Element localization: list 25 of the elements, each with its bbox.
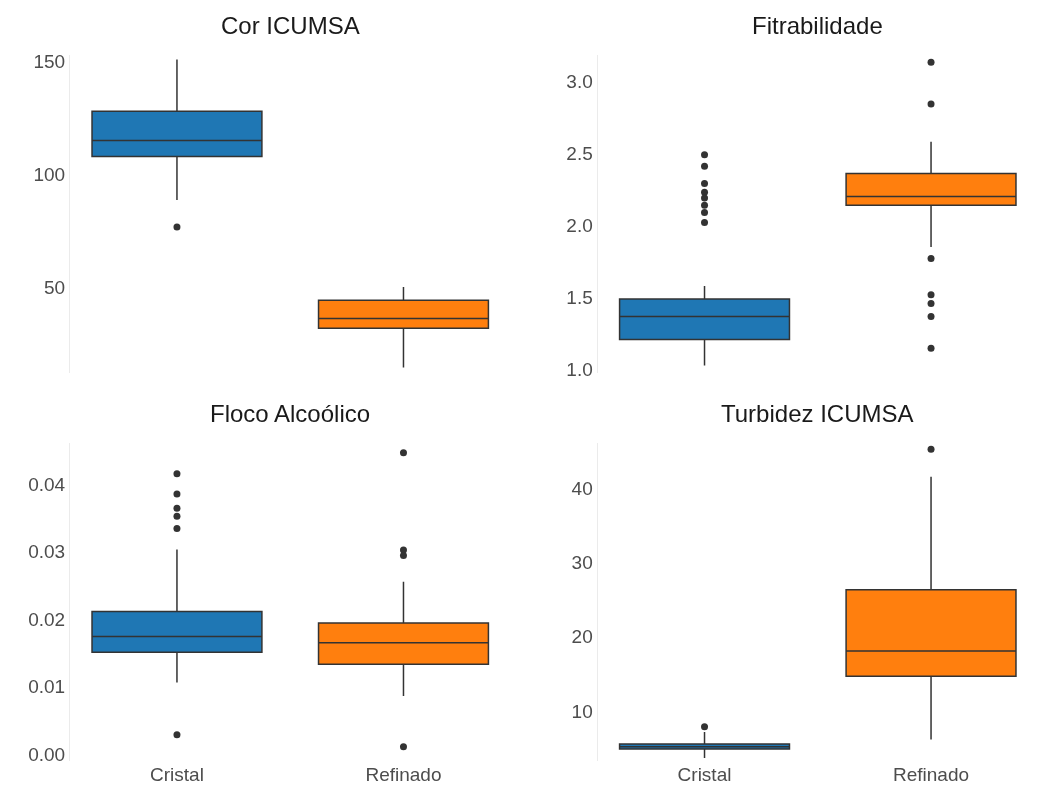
y-tick-label: 2.5 [566,142,593,164]
y-tick-label: 20 [571,626,593,648]
y-tick-label: 0.02 [28,608,66,630]
y-tick-label: 50 [44,276,66,298]
y-tick-label: 0.04 [28,473,66,495]
x-tick-label: Refinado [893,764,970,785]
y-tick-label: 30 [571,551,593,573]
x-tick-label: Cristal [150,764,204,785]
y-tick-label: 0.00 [28,743,66,765]
y-tick-label: 1.0 [566,359,593,381]
y-tick-label: 40 [571,477,593,499]
chart-title: Turbidez ICUMSA [721,400,914,427]
y-tick-label: 2.0 [566,215,593,237]
y-tick-label: 100 [33,164,66,186]
y-tick-label: 0.01 [28,676,66,698]
x-tick-label: Cristal [677,764,732,785]
y-tick-label: 0.03 [28,541,66,563]
y-tick-label: 3.0 [566,70,593,92]
chart-title: Cor ICUMSA [221,12,360,39]
chart-title: Floco Alcoólico [210,400,371,427]
y-tick-label: 150 [33,51,66,73]
x-tick-label: Refinado [365,764,442,785]
y-tick-label: 10 [571,700,593,722]
y-tick-label: 1.5 [566,287,593,309]
chart-title: Fitrabilidade [752,12,883,39]
